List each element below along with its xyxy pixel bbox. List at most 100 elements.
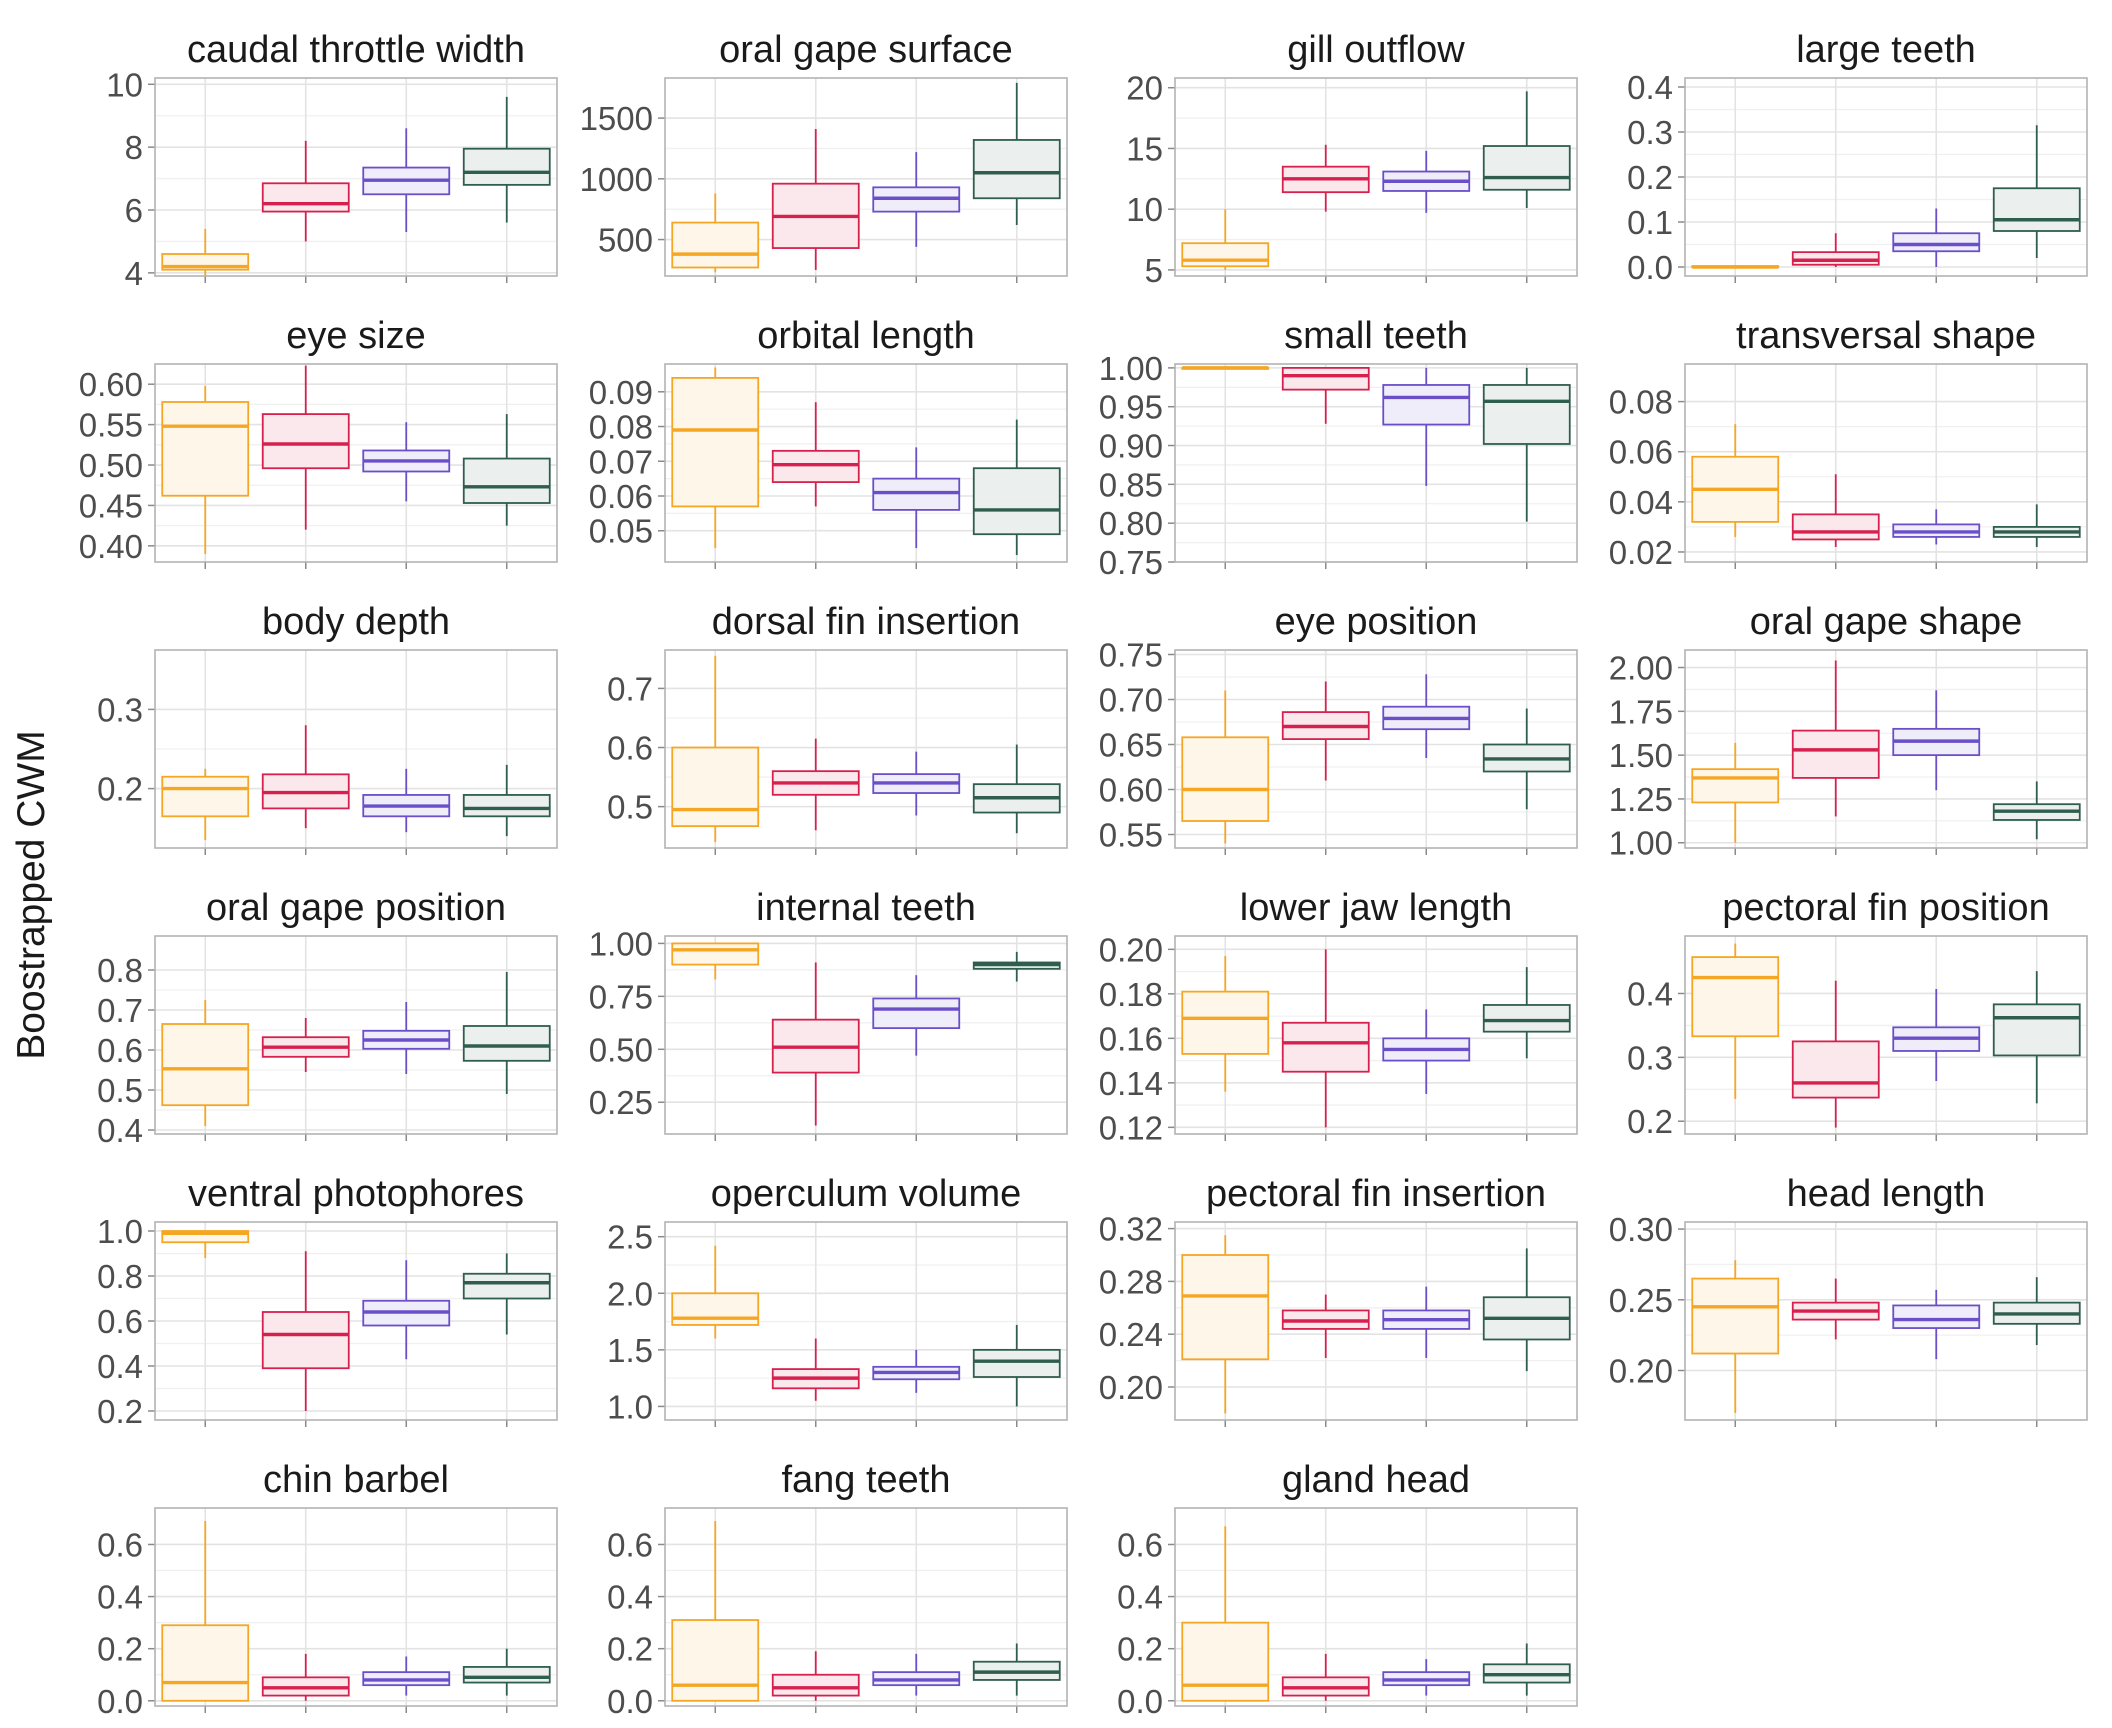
panel-border [154, 363, 558, 563]
y-tick-label: 1.0 [97, 1213, 143, 1250]
y-tick-label: 0.2 [97, 1631, 143, 1668]
y-tick-label: 0.70 [1099, 682, 1163, 719]
box [671, 1619, 760, 1702]
panel-title: lower jaw length [1240, 887, 1512, 929]
y-tick-label: 0.8 [97, 952, 143, 989]
facet-panel: head length 0.20 0.25 0.30 [1609, 1173, 2088, 1427]
y-tick-label: 0.6 [607, 730, 653, 767]
y-tick-label: 0.20 [1099, 1369, 1163, 1406]
y-tick-label: 0.3 [97, 691, 143, 728]
boxplot-1 [161, 1000, 250, 1126]
box [1482, 384, 1571, 445]
boxplot-3 [362, 768, 451, 833]
y-tick-label: 0.8 [97, 1258, 143, 1295]
box [771, 1673, 860, 1697]
panel-title: operculum volume [711, 1173, 1021, 1215]
y-tick-label: 2.0 [607, 1275, 653, 1312]
boxplot-4 [462, 414, 551, 526]
panel-border [664, 77, 1068, 277]
panel-border [154, 77, 558, 277]
boxplot-3 [1382, 1009, 1471, 1094]
y-tick-label: 0.5 [607, 789, 653, 826]
y-tick-label: 0.25 [1609, 1282, 1673, 1319]
boxplot-2 [1281, 366, 1370, 424]
panel-border [1684, 649, 2088, 849]
y-tick-label: 0.07 [589, 443, 653, 480]
facet-panel: fang teeth 0.0 0.2 0.4 0.6 [607, 1459, 1068, 1720]
boxplot-4 [1992, 971, 2081, 1104]
box [161, 401, 250, 497]
y-tick-label: 0.50 [589, 1031, 653, 1068]
panel-border [1684, 935, 2088, 1135]
box [161, 775, 250, 818]
boxplot-3 [872, 447, 961, 549]
facet-panel: eye size 0.40 0.450.500.55 0.60 [79, 315, 558, 569]
box [1281, 366, 1370, 391]
boxplot-4 [1482, 708, 1571, 810]
y-tick-label: 0.20 [1099, 931, 1163, 968]
y-tick-label: 0.6 [97, 1032, 143, 1069]
facet-panel: dorsal fin insertion 0.5 0.6 0.7 [607, 601, 1068, 855]
boxplot-1 [671, 193, 760, 273]
boxplot-2 [261, 1251, 350, 1411]
y-tick-label: 0.2 [1627, 1103, 1673, 1140]
box [1181, 736, 1270, 822]
y-tick-label: 0.75 [1099, 637, 1163, 674]
y-tick-label: 0.04 [1609, 484, 1673, 521]
y-tick-label: 0.95 [1099, 389, 1163, 426]
boxplot-3 [1382, 1659, 1471, 1696]
y-tick-label: 0.0 [607, 1683, 653, 1720]
boxplot-1 [161, 228, 250, 276]
box [872, 997, 961, 1030]
panel-title: orbital length [757, 315, 975, 357]
box [462, 1025, 551, 1062]
box [1382, 384, 1471, 426]
y-tick-label: 500 [598, 222, 653, 259]
box [671, 942, 760, 966]
panel-border [664, 935, 1068, 1135]
facet-panel: lower jaw length 0.12 0.14 0.16 0.18 0.20 [1099, 887, 1578, 1146]
y-tick-label: 1.50 [1609, 737, 1673, 774]
boxplot-2 [1791, 980, 1880, 1128]
y-tick-label: 0.2 [97, 1393, 143, 1430]
y-tick-label: 0.0 [1627, 249, 1673, 286]
boxplot-1 [161, 1230, 250, 1258]
panel-border [664, 1507, 1068, 1707]
boxplot-4 [972, 1324, 1061, 1407]
boxplot-3 [1892, 989, 1981, 1081]
boxplot-2 [1281, 681, 1370, 781]
panel-title: large teeth [1796, 29, 1976, 71]
panel-title: chin barbel [263, 1459, 449, 1501]
box [671, 1292, 760, 1326]
y-tick-label: 0.14 [1099, 1065, 1163, 1102]
boxplot-1 [161, 768, 250, 841]
y-tick-label: 0.2 [1117, 1631, 1163, 1668]
boxplot-3 [872, 975, 961, 1056]
boxplot-2 [771, 129, 860, 270]
box [261, 1311, 350, 1370]
panel-border [664, 363, 1068, 563]
y-tick-label: 4 [125, 255, 143, 292]
boxplot-2 [771, 962, 860, 1126]
panel-border [1684, 77, 2088, 277]
boxplot-1 [1691, 742, 1780, 843]
box [671, 376, 760, 508]
panel-border [154, 649, 558, 849]
y-tick-label: 1.25 [1609, 781, 1673, 818]
box [671, 746, 760, 828]
y-tick-label: 0.65 [1099, 727, 1163, 764]
boxplot-2 [261, 140, 350, 242]
panel-title: oral gape surface [719, 29, 1013, 71]
boxplot-2 [1791, 233, 1880, 267]
y-tick-label: 0.1 [1627, 204, 1673, 241]
y-tick-label: 0.3 [1627, 114, 1673, 151]
y-tick-label: 0.16 [1099, 1020, 1163, 1057]
boxplot-1 [1691, 943, 1780, 1099]
y-tick-label: 15 [1126, 130, 1163, 167]
y-tick-label: 0.75 [589, 978, 653, 1015]
y-tick-label: 2.5 [607, 1219, 653, 1256]
box [462, 1272, 551, 1300]
y-tick-label: 0.7 [607, 670, 653, 707]
boxplot-1 [671, 942, 760, 980]
y-tick-label: 5 [1145, 252, 1163, 289]
